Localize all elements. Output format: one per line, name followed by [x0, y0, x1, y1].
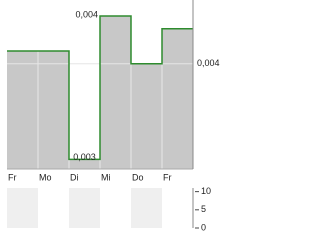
volume-stripe — [7, 188, 38, 228]
value-label: 0,004 — [75, 9, 98, 19]
line — [7, 15, 193, 161]
x-tick-label: Do — [132, 172, 144, 182]
value-label: 0,003 — [73, 152, 96, 162]
x-tick-label: Fr — [8, 172, 17, 182]
volume-stripe — [131, 188, 162, 228]
x-tick-label: Mi — [101, 172, 111, 182]
x-tick-label: Di — [70, 172, 79, 182]
x-tick-label: Fr — [163, 172, 172, 182]
volume-tick-label: 0 — [201, 222, 206, 232]
y-tick-label: 0,004 — [197, 58, 220, 68]
volume-stripe — [69, 188, 100, 228]
volume-tick-label: 5 — [201, 204, 206, 214]
x-tick-label: Mo — [39, 172, 52, 182]
volume-tick-label: 10 — [201, 186, 211, 196]
chart: 0 5 10 0,004 0,003 0,004 Fr Mo Di Mi Do Fr — [7, 0, 220, 232]
